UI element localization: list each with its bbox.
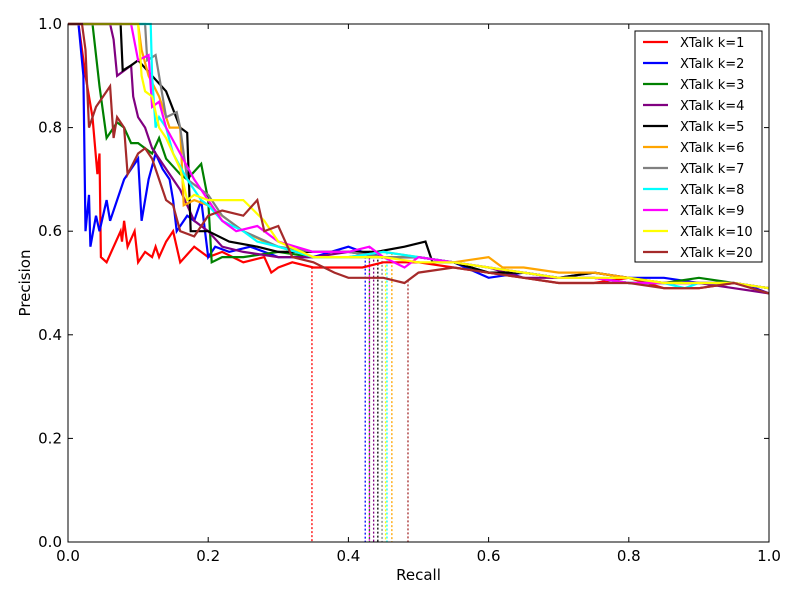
x-tick-label: 0.4 bbox=[336, 547, 360, 565]
series-line bbox=[68, 22, 770, 295]
plot-frame bbox=[67, 23, 770, 543]
x-tick-label: 0.2 bbox=[196, 547, 220, 565]
x-tick-label: 0.6 bbox=[477, 547, 501, 565]
legend-label: XTalk k=5 bbox=[680, 120, 744, 135]
x-axis-label: Recall bbox=[396, 566, 441, 584]
legend-label: XTalk k=10 bbox=[680, 225, 753, 240]
series-line bbox=[68, 22, 770, 290]
legend-label: XTalk k=2 bbox=[680, 57, 744, 72]
legend-label: XTalk k=4 bbox=[680, 99, 744, 114]
x-tick-label: 1.0 bbox=[757, 547, 781, 565]
legend-label: XTalk k=3 bbox=[680, 78, 744, 93]
legend-label: XTalk k=1 bbox=[680, 36, 744, 51]
legend-label: XTalk k=7 bbox=[680, 162, 744, 177]
y-tick-label: 1.0 bbox=[38, 15, 62, 33]
legend-label: XTalk k=8 bbox=[680, 183, 744, 198]
series-lines bbox=[68, 22, 770, 295]
legend: XTalk k=1 XTalk k=2 XTalk k=3 XTalk k=4 XTal… bbox=[634, 30, 763, 263]
y-tick-label: 0.8 bbox=[38, 119, 62, 137]
x-tick-label: 0.0 bbox=[56, 547, 80, 565]
axis-ticks: 0.0 0.2 0.4 0.6 0.8 1.0 0.0 0.2 0.4 0.6 0.8 1.0 bbox=[38, 15, 781, 565]
cutoff-lines bbox=[311, 246, 409, 542]
legend-label: XTalk k=6 bbox=[680, 141, 744, 156]
y-tick-label: 0.0 bbox=[38, 533, 62, 551]
x-tick-label: 0.8 bbox=[617, 547, 641, 565]
y-tick-label: 0.4 bbox=[38, 326, 62, 344]
y-axis-label: Precision bbox=[16, 250, 34, 317]
y-tick-label: 0.6 bbox=[38, 222, 62, 240]
y-tick-label: 0.2 bbox=[38, 429, 62, 447]
legend-label: XTalk k=9 bbox=[680, 204, 744, 219]
legend-label: XTalk k=20 bbox=[680, 246, 753, 261]
